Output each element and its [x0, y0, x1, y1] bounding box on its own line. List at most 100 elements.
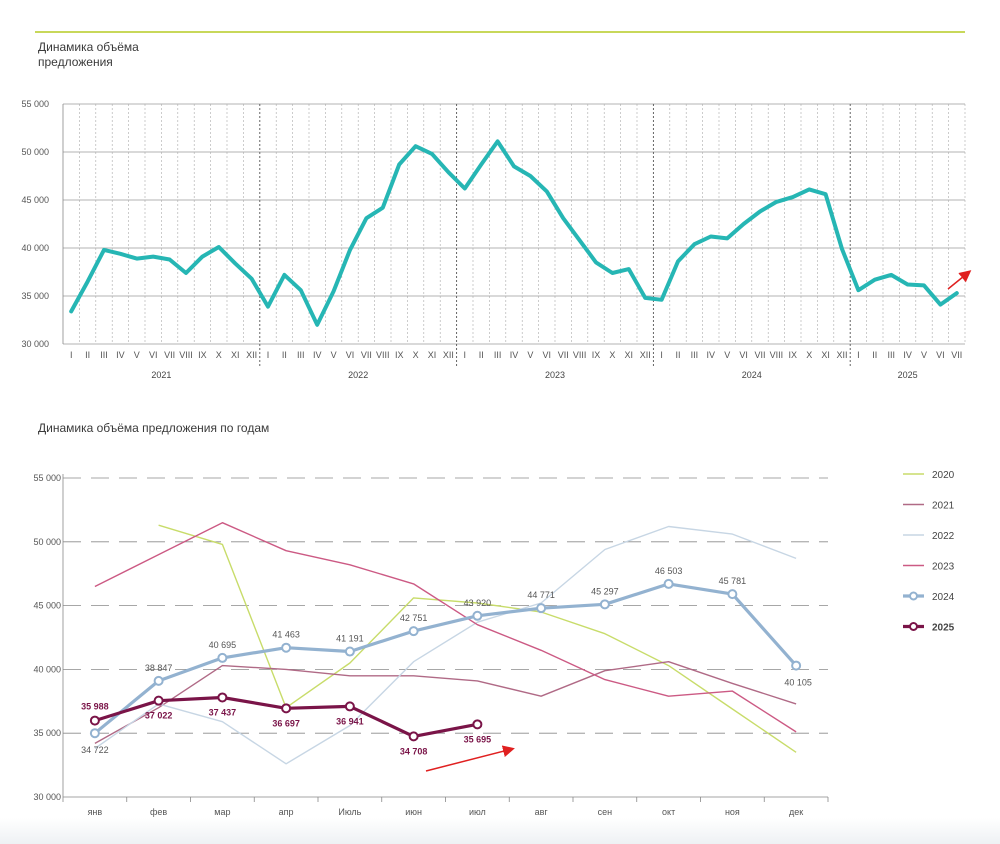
y-tick-label: 50 000 [21, 147, 49, 157]
month-tick-label: II [479, 350, 484, 360]
data-label-2024: 40 695 [209, 640, 237, 650]
data-label-2025: 36 697 [272, 718, 300, 728]
x-tick-label: мар [214, 807, 230, 817]
bottom-fade [0, 818, 1000, 844]
point-2024 [663, 578, 674, 589]
point-2025 [472, 719, 483, 730]
month-tick-label: XII [246, 350, 257, 360]
month-tick-label: XII [836, 350, 847, 360]
month-tick-label: VI [936, 350, 945, 360]
month-tick-label: XII [640, 350, 651, 360]
month-tick-label: I [660, 350, 663, 360]
month-tick-label: VIII [376, 350, 390, 360]
point-2024 [791, 660, 802, 671]
month-tick-label: X [413, 350, 419, 360]
data-label-2024: 45 297 [591, 586, 619, 596]
month-tick-label: VI [739, 350, 748, 360]
month-tick-label: IX [789, 350, 798, 360]
x-tick-label: окт [662, 807, 675, 817]
month-tick-label: III [494, 350, 502, 360]
data-label-2024: 45 781 [719, 576, 747, 586]
month-tick-label: V [331, 350, 337, 360]
month-tick-label: V [724, 350, 730, 360]
month-tick-label: VII [558, 350, 569, 360]
x-tick-label: июн [405, 807, 422, 817]
point-2025 [153, 695, 164, 706]
point-2024 [153, 675, 164, 686]
data-label-2024: 44 771 [527, 590, 555, 600]
y-tick-label: 30 000 [33, 792, 61, 802]
point-2024 [472, 610, 483, 621]
point-2025 [408, 731, 419, 742]
data-label-2024: 41 463 [272, 630, 300, 640]
month-tick-label: III [887, 350, 895, 360]
month-tick-label: V [134, 350, 140, 360]
point-2024 [89, 728, 100, 739]
month-tick-label: XI [625, 350, 634, 360]
x-tick-label: фев [150, 807, 167, 817]
x-tick-label: сен [598, 807, 613, 817]
month-tick-label: VIII [179, 350, 193, 360]
month-tick-label: I [70, 350, 73, 360]
data-label-2025: 36 941 [336, 716, 364, 726]
x-tick-label: ноя [725, 807, 740, 817]
point-2024 [281, 642, 292, 653]
month-tick-label: III [297, 350, 305, 360]
year-label: 2023 [545, 370, 565, 380]
legend-marker-2024 [909, 591, 918, 601]
data-label-2025: 35 695 [464, 734, 492, 744]
legend-label-2020: 2020 [932, 470, 955, 481]
data-label-2024: 42 751 [400, 613, 428, 623]
y-tick-label: 35 000 [21, 291, 49, 301]
month-tick-label: IV [116, 350, 125, 360]
legend-label-2025: 2025 [932, 623, 955, 634]
point-2024 [408, 626, 419, 637]
top-accent-rule [35, 31, 965, 33]
series-line-2024 [93, 582, 798, 735]
y-tick-label: 55 000 [33, 473, 61, 483]
month-tick-label: III [100, 350, 108, 360]
year-label: 2022 [348, 370, 368, 380]
data-label-2024: 41 191 [336, 634, 364, 644]
month-tick-label: VIII [573, 350, 587, 360]
legend-label-2021: 2021 [932, 501, 955, 512]
month-tick-label: IV [903, 350, 912, 360]
x-tick-label: авг [535, 807, 549, 817]
legend-label-2024: 2024 [932, 592, 955, 603]
point-2024 [536, 603, 547, 614]
point-2025 [217, 692, 228, 703]
chart-title-monthly: Динамика объёма предложения [38, 40, 139, 69]
month-tick-label: I [464, 350, 467, 360]
month-tick-label: X [806, 350, 812, 360]
month-tick-label: VII [164, 350, 175, 360]
month-tick-label: XI [428, 350, 437, 360]
data-label-2025: 37 437 [209, 707, 237, 717]
data-label-2025: 34 708 [400, 746, 428, 756]
y-tick-label: 35 000 [33, 728, 61, 738]
series-line-2020 [158, 524, 797, 753]
x-tick-label: янв [88, 807, 103, 817]
month-tick-label: IX [395, 350, 404, 360]
y-tick-label: 50 000 [33, 537, 61, 547]
month-tick-label: VI [149, 350, 158, 360]
month-tick-label: IX [198, 350, 207, 360]
month-tick-label: IV [313, 350, 322, 360]
point-2024 [727, 589, 738, 600]
month-tick-label: II [282, 350, 287, 360]
month-tick-label: XII [443, 350, 454, 360]
data-label-2025: 35 988 [81, 702, 109, 712]
month-tick-label: VII [361, 350, 372, 360]
month-tick-label: II [872, 350, 877, 360]
y-tick-label: 45 000 [21, 195, 49, 205]
month-tick-label: I [267, 350, 270, 360]
month-tick-label: I [857, 350, 860, 360]
legend-label-2023: 2023 [932, 562, 955, 573]
month-tick-label: VII [754, 350, 765, 360]
month-tick-label: III [691, 350, 699, 360]
month-tick-label: V [527, 350, 533, 360]
year-label: 2021 [151, 370, 171, 380]
month-tick-label: XI [821, 350, 830, 360]
data-label-2024: 38 847 [145, 663, 173, 673]
